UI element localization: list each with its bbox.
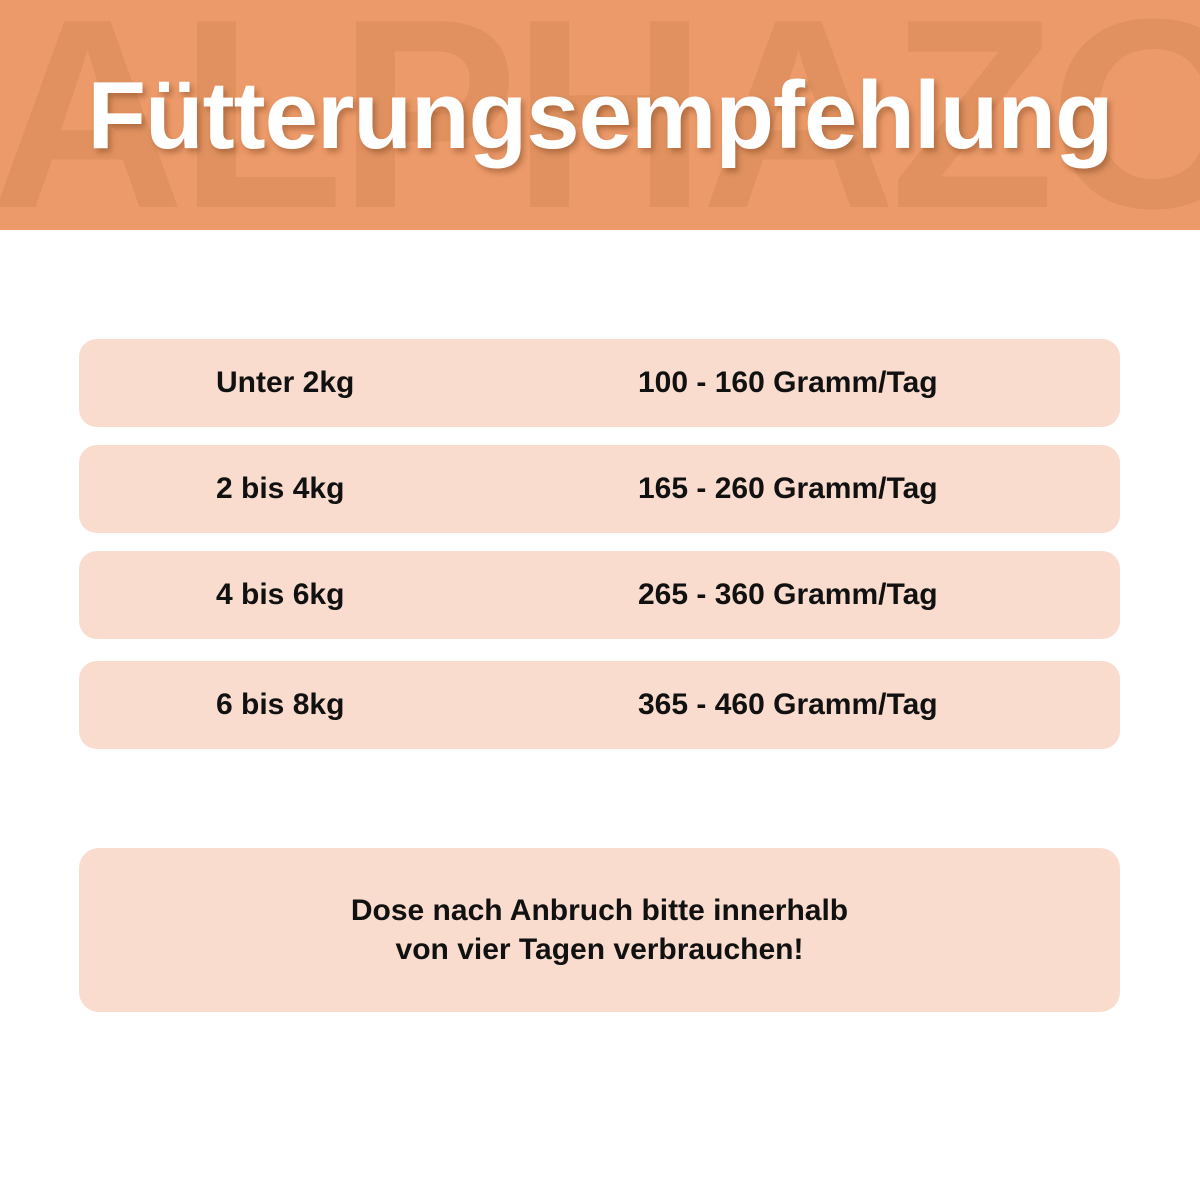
weight-cell: 2 bis 4kg xyxy=(216,472,345,505)
note-line: von vier Tagen verbrauchen! xyxy=(395,933,804,966)
watermark: ALPHAZOO xyxy=(0,0,1200,230)
table-row: 4 bis 6kg 265 - 360 Gramm/Tag xyxy=(79,551,1120,639)
weight-cell: Unter 2kg xyxy=(216,366,355,399)
title: Fütterungsempfehlung xyxy=(87,62,1113,169)
header: ALPHAZOO Fütterungsempfehlung xyxy=(0,0,1200,230)
note-line: Dose nach Anbruch bitte innerhalb xyxy=(350,894,849,927)
amount-cell: 165 - 260 Gramm/Tag xyxy=(638,472,938,505)
note-box: Dose nach Anbruch bitte innerhalb von vi… xyxy=(79,848,1120,1012)
note-text: Dose nach Anbruch bitte innerhalb von vi… xyxy=(79,848,1120,969)
table-row: Unter 2kg 100 - 160 Gramm/Tag xyxy=(79,339,1120,427)
weight-cell: 6 bis 8kg xyxy=(216,688,345,721)
table-row: 6 bis 8kg 365 - 460 Gramm/Tag xyxy=(79,661,1120,749)
weight-cell: 4 bis 6kg xyxy=(216,578,345,611)
table-row: 2 bis 4kg 165 - 260 Gramm/Tag xyxy=(79,445,1120,533)
amount-cell: 100 - 160 Gramm/Tag xyxy=(638,366,938,399)
amount-cell: 265 - 360 Gramm/Tag xyxy=(638,578,938,611)
amount-cell: 365 - 460 Gramm/Tag xyxy=(638,688,938,721)
